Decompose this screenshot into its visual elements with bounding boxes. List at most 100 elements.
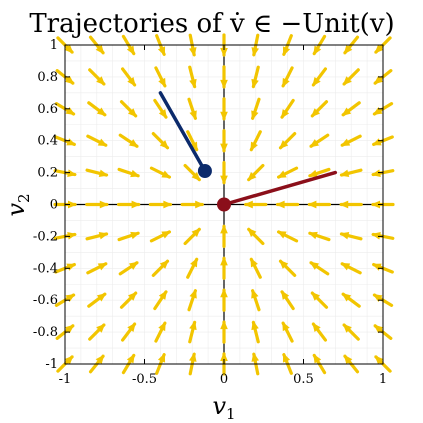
field-arrow (373, 324, 393, 340)
y-tick-label: -0.2 (33, 229, 58, 244)
field-arrow (339, 231, 363, 241)
field-arrow (85, 200, 109, 209)
field-arrow (251, 320, 260, 344)
trajectories (158, 91, 338, 212)
trajectory-2 (217, 170, 338, 212)
field-arrow (373, 69, 393, 85)
field-arrow (251, 65, 260, 89)
field-arrow (183, 163, 201, 182)
field-arrow (282, 352, 293, 375)
field-arrow (183, 227, 201, 246)
x-tick-label: 0 (220, 372, 228, 387)
field-arrow (188, 352, 197, 376)
trajectory-line (158, 91, 207, 173)
field-arrow (54, 293, 76, 307)
y-tick-label: 0.4 (37, 134, 58, 149)
field-arrow (251, 288, 261, 312)
field-arrow (55, 69, 75, 85)
field-arrow (374, 355, 392, 373)
field-arrow (251, 97, 261, 121)
field-arrow (275, 200, 300, 209)
field-arrow (220, 256, 228, 280)
field-arrow (309, 133, 330, 148)
field-arrow (310, 291, 329, 309)
field-arrow (249, 130, 262, 152)
field-arrow (55, 324, 75, 340)
field-arrow (278, 259, 297, 277)
field-arrow (372, 293, 394, 307)
field-arrow (180, 200, 205, 209)
field-arrow (86, 134, 108, 147)
field-arrow (153, 290, 168, 311)
field-arrow (87, 101, 107, 117)
y-tick-label: 0.2 (37, 166, 58, 181)
field-arrow (281, 66, 294, 88)
y-tick-label: 0 (50, 198, 58, 213)
field-arrow (87, 292, 107, 308)
field-arrow (85, 168, 109, 178)
field-arrow (276, 166, 299, 179)
field-arrow (53, 232, 77, 240)
field-arrow (251, 352, 260, 376)
field-arrow (371, 232, 395, 240)
field-arrow (309, 261, 330, 276)
field-arrow (343, 35, 360, 55)
y-tick-label: 0.8 (37, 70, 58, 85)
field-arrow (149, 166, 172, 179)
y-axis-label: v2 (2, 193, 33, 216)
field-arrow (116, 200, 141, 209)
field-arrow (311, 67, 327, 87)
field-arrow (153, 98, 168, 119)
field-arrow (155, 352, 166, 375)
field-arrow (281, 321, 294, 343)
field-arrow (343, 354, 360, 374)
y-tick-label: -1 (45, 357, 58, 372)
field-arrow (340, 134, 362, 147)
field-arrow (374, 36, 392, 54)
x-tick-label: -0.5 (132, 372, 157, 387)
field-arrow (247, 163, 265, 182)
field-arrow (339, 200, 363, 209)
field-arrow (220, 161, 228, 185)
field-arrow (220, 320, 228, 344)
trajectory-end-marker (217, 197, 231, 212)
trajectory-1 (158, 91, 212, 179)
field-arrow (117, 231, 140, 242)
field-arrow (149, 230, 172, 243)
trajectory-line (222, 170, 338, 207)
field-arrow (243, 200, 268, 209)
field-arrow (307, 200, 331, 209)
field-arrow (85, 231, 109, 241)
y-tick-label: 0.6 (37, 102, 58, 117)
field-arrow (53, 169, 77, 177)
field-arrow (276, 230, 299, 243)
field-arrow (278, 132, 297, 150)
field-arrow (188, 65, 197, 89)
field-arrow (117, 167, 140, 178)
field-arrow (120, 322, 137, 342)
field-arrow (311, 322, 327, 342)
field-arrow (88, 354, 105, 374)
field-arrow (220, 288, 228, 312)
field-arrow (86, 262, 108, 275)
y-tick-label: -0.6 (33, 293, 58, 308)
field-arrow (280, 290, 295, 311)
field-arrow (186, 257, 199, 279)
field-arrow (312, 34, 327, 56)
field-arrow (188, 320, 197, 344)
field-arrow (88, 68, 106, 86)
field-arrow (220, 129, 228, 153)
x-tick-label: 0.5 (293, 372, 314, 387)
field-arrow (187, 97, 197, 121)
field-arrow (372, 102, 394, 116)
field-arrow (308, 167, 331, 178)
field-arrow (120, 67, 137, 87)
field-arrow (339, 168, 363, 178)
y-tick-label: 1 (50, 38, 58, 53)
field-arrow (310, 100, 329, 118)
field-arrow (371, 169, 395, 177)
y-tick-label: -0.4 (33, 261, 58, 276)
field-arrow (186, 130, 199, 152)
field-arrow (220, 65, 228, 89)
